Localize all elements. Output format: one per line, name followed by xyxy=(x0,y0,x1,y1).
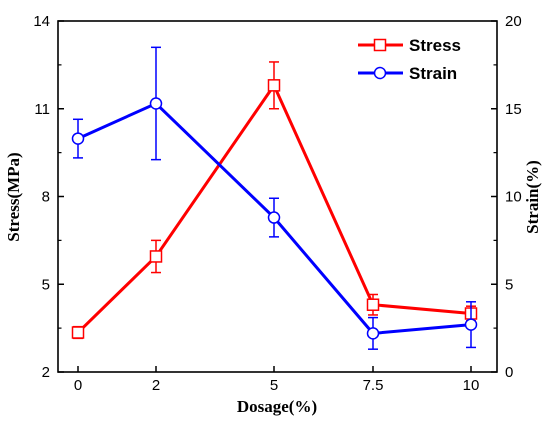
legend-stress-marker xyxy=(373,38,387,52)
strain-point xyxy=(71,132,85,145)
legend: Stress Strain xyxy=(358,36,461,83)
legend-strain-marker xyxy=(373,66,387,80)
x-axis-title: Dosage(%) xyxy=(237,397,317,416)
right-y-tick-label: 5 xyxy=(505,276,513,293)
x-tick-label: 2 xyxy=(152,377,160,394)
right-y-tick-label: 20 xyxy=(505,13,522,30)
left-y-tick-label: 5 xyxy=(42,276,50,293)
plot-layer xyxy=(71,46,478,350)
x-tick-label: 5 xyxy=(270,377,278,394)
right-y-tick-label: 10 xyxy=(505,189,522,206)
left-y-tick-label: 8 xyxy=(42,189,50,206)
x-tick-label: 7.5 xyxy=(363,377,384,394)
left-y-tick-label: 14 xyxy=(33,13,50,30)
legend-strain-label: Strain xyxy=(409,64,457,83)
left-axis-title: Stress(MPa) xyxy=(4,152,23,241)
strain-point xyxy=(464,318,478,331)
x-tick-label: 10 xyxy=(463,377,480,394)
right-y-tick-label: 15 xyxy=(505,101,522,118)
stress-point xyxy=(267,79,281,92)
left-y-tick-label: 11 xyxy=(34,101,50,118)
axis-layer: 0 2 5 7.5 10 2 5 8 11 14 0 5 10 15 20 xyxy=(33,13,521,394)
right-y-tick-label: 0 xyxy=(505,364,513,381)
legend-stress-label: Stress xyxy=(409,36,461,55)
right-axis-title: Strain(%) xyxy=(523,160,542,234)
stress-point xyxy=(71,326,85,339)
stress-point xyxy=(149,250,163,263)
x-tick-label: 0 xyxy=(74,377,82,394)
left-y-tick-label: 2 xyxy=(42,364,50,381)
strain-point xyxy=(267,211,281,224)
strain-point xyxy=(366,327,380,340)
stress-point xyxy=(366,298,380,311)
legend-item-stress: Stress xyxy=(358,36,461,55)
strain-point xyxy=(149,97,163,110)
legend-item-strain: Strain xyxy=(358,64,457,83)
